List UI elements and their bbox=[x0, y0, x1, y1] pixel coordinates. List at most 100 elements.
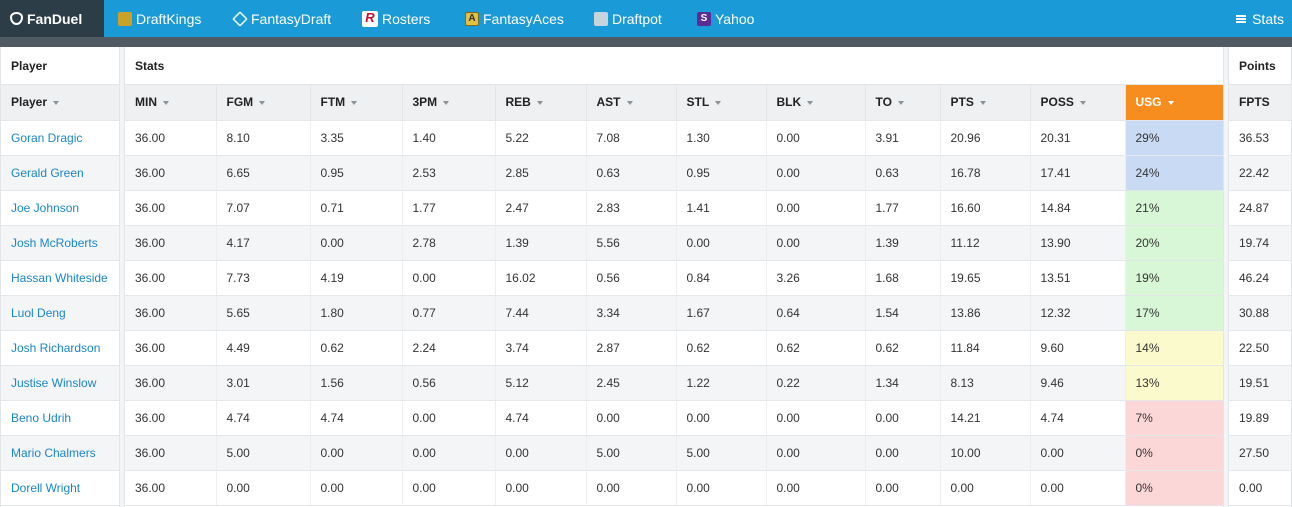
draftpot-icon bbox=[594, 11, 608, 26]
fpts-cell: 22.42 bbox=[1229, 155, 1291, 191]
stat-cell-pts: 16.60 bbox=[940, 190, 1031, 226]
stat-cell-min: 36.00 bbox=[125, 260, 217, 296]
table-row: Joe Johnson bbox=[1, 190, 119, 226]
stat-cell-fgm: 6.65 bbox=[216, 155, 311, 191]
table-row: Gerald Green bbox=[1, 155, 119, 191]
stat-cell-usg: 21% bbox=[1125, 190, 1223, 226]
table-row: Josh McRoberts bbox=[1, 225, 119, 261]
player-name-link[interactable]: Josh McRoberts bbox=[1, 225, 119, 261]
fpts-cell: 0.00 bbox=[1229, 470, 1291, 506]
stat-cell-reb: 16.02 bbox=[495, 260, 587, 296]
player-name-link[interactable]: Beno Udrih bbox=[1, 400, 119, 436]
stat-cell-min: 36.00 bbox=[125, 225, 217, 261]
table-row: 36.00 4.74 4.74 0.00 4.74 0.00 0.00 0.00 0.00 14.… bbox=[125, 400, 1223, 436]
player-name-link[interactable]: Justise Winslow bbox=[1, 365, 119, 401]
fantasydraft-icon bbox=[232, 10, 248, 27]
stat-cell-blk: 0.00 bbox=[766, 155, 866, 191]
stat-cell-min: 36.00 bbox=[125, 155, 217, 191]
site-tab-fantasydraft[interactable]: FantasyDraft bbox=[232, 0, 331, 37]
stat-cell-ast: 2.87 bbox=[586, 330, 677, 366]
stat-cell-min: 36.00 bbox=[125, 365, 217, 401]
stat-cell-pts: 11.12 bbox=[940, 225, 1031, 261]
player-name-link[interactable]: Joe Johnson bbox=[1, 190, 119, 226]
column-header-to[interactable]: TO bbox=[865, 85, 941, 121]
site-tab-draftpot[interactable]: Draftpot bbox=[594, 0, 662, 37]
table-row: 36.00 4.17 0.00 2.78 1.39 5.56 0.00 0.00 1.39 11.… bbox=[125, 225, 1223, 261]
column-header-ftm[interactable]: FTM bbox=[310, 85, 403, 121]
stat-cell-fgm: 4.17 bbox=[216, 225, 311, 261]
table-row: 36.00 0.00 0.00 0.00 0.00 0.00 0.00 0.00 0.00 0.0… bbox=[125, 470, 1223, 506]
column-header-3pm[interactable]: 3PM bbox=[402, 85, 496, 121]
column-header-reb[interactable]: REB bbox=[495, 85, 587, 121]
sort-caret-icon bbox=[351, 101, 358, 106]
stat-cell-reb: 5.22 bbox=[495, 120, 587, 156]
sort-caret-icon bbox=[1167, 101, 1174, 106]
stat-cell-blk: 0.64 bbox=[766, 295, 866, 331]
player-name-link[interactable]: Dorell Wright bbox=[1, 470, 119, 506]
player-name-link[interactable]: Mario Chalmers bbox=[1, 435, 119, 471]
table-row: 27.50 bbox=[1229, 435, 1291, 471]
site-tab-yahoo[interactable]: S Yahoo bbox=[697, 0, 754, 37]
column-header-min[interactable]: MIN bbox=[125, 85, 217, 121]
stat-cell-stl: 0.00 bbox=[676, 400, 767, 436]
stat-cell-blk: 0.00 bbox=[766, 120, 866, 156]
table-row: 36.00 7.07 0.71 1.77 2.47 2.83 1.41 0.00 1.77 16.… bbox=[125, 190, 1223, 226]
stat-cell-pts: 20.96 bbox=[940, 120, 1031, 156]
column-header-blk[interactable]: BLK bbox=[766, 85, 866, 121]
stat-cell-fgm: 4.49 bbox=[216, 330, 311, 366]
table-row: Justise Winslow bbox=[1, 365, 119, 401]
column-header-ast[interactable]: AST bbox=[586, 85, 677, 121]
player-name-link[interactable]: Josh Richardson bbox=[1, 330, 119, 366]
fpts-cell: 19.51 bbox=[1229, 365, 1291, 401]
column-header-poss[interactable]: POSS bbox=[1030, 85, 1126, 121]
stat-cell-fgm: 7.73 bbox=[216, 260, 311, 296]
site-tab-fanduel[interactable]: FanDuel bbox=[0, 0, 104, 37]
stat-cell-usg: 7% bbox=[1125, 400, 1223, 436]
player-name-link[interactable]: Goran Dragic bbox=[1, 120, 119, 156]
site-tab-fantasyaces[interactable]: A FantasyAces bbox=[465, 0, 564, 37]
column-header-fpts[interactable]: FPTS bbox=[1229, 85, 1291, 121]
column-header-usg[interactable]: USG bbox=[1125, 85, 1223, 121]
column-header-pts[interactable]: PTS bbox=[940, 85, 1031, 121]
stat-cell-ast: 0.00 bbox=[586, 470, 677, 506]
stat-cell-usg: 17% bbox=[1125, 295, 1223, 331]
stat-cell-fgm: 5.65 bbox=[216, 295, 311, 331]
table-row: Luol Deng bbox=[1, 295, 119, 331]
site-tab-label: Draftpot bbox=[612, 10, 662, 27]
stat-cell-stl: 1.67 bbox=[676, 295, 767, 331]
column-header-stl[interactable]: STL bbox=[676, 85, 767, 121]
stat-cell-stl: 1.41 bbox=[676, 190, 767, 226]
site-tab-draftkings[interactable]: DraftKings bbox=[118, 0, 201, 37]
stat-cell-poss: 20.31 bbox=[1030, 120, 1126, 156]
sort-caret-icon bbox=[259, 101, 266, 106]
stat-cell-ast: 2.45 bbox=[586, 365, 677, 401]
stat-cell-usg: 0% bbox=[1125, 470, 1223, 506]
player-name-link[interactable]: Gerald Green bbox=[1, 155, 119, 191]
stat-cell-pts: 14.21 bbox=[940, 400, 1031, 436]
table-row: Josh Richardson bbox=[1, 330, 119, 366]
column-header-player[interactable]: Player bbox=[1, 85, 119, 121]
stat-cell-ast: 5.56 bbox=[586, 225, 677, 261]
stat-cell-stl: 0.95 bbox=[676, 155, 767, 191]
sort-caret-icon bbox=[163, 101, 169, 106]
stat-cell-reb: 0.00 bbox=[495, 470, 587, 506]
stats-table: MIN FGM FTM 3PM REB AST STL BLK TO PTS POSS USG 36.… bbox=[125, 85, 1223, 506]
player-name-link[interactable]: Luol Deng bbox=[1, 295, 119, 331]
stat-cell-to: 1.54 bbox=[865, 295, 941, 331]
stat-cell-to: 0.62 bbox=[865, 330, 941, 366]
site-tab-rosters[interactable]: R Rosters bbox=[362, 0, 430, 37]
stats-menu-button[interactable]: Stats bbox=[1236, 0, 1292, 37]
stat-cell-min: 36.00 bbox=[125, 120, 217, 156]
stat-cell-3pm: 1.77 bbox=[402, 190, 496, 226]
fpts-cell: 24.87 bbox=[1229, 190, 1291, 226]
player-name-link[interactable]: Hassan Whiteside bbox=[1, 260, 119, 296]
stat-cell-fgm: 5.00 bbox=[216, 435, 311, 471]
sort-caret-icon bbox=[443, 101, 450, 106]
table-row: Mario Chalmers bbox=[1, 435, 119, 471]
stat-cell-to: 3.91 bbox=[865, 120, 941, 156]
stat-cell-ftm: 0.00 bbox=[310, 435, 403, 471]
column-header-fgm[interactable]: FGM bbox=[216, 85, 311, 121]
points-panel-title: Points bbox=[1229, 47, 1291, 85]
stat-cell-pts: 16.78 bbox=[940, 155, 1031, 191]
table-row: Dorell Wright bbox=[1, 470, 119, 506]
